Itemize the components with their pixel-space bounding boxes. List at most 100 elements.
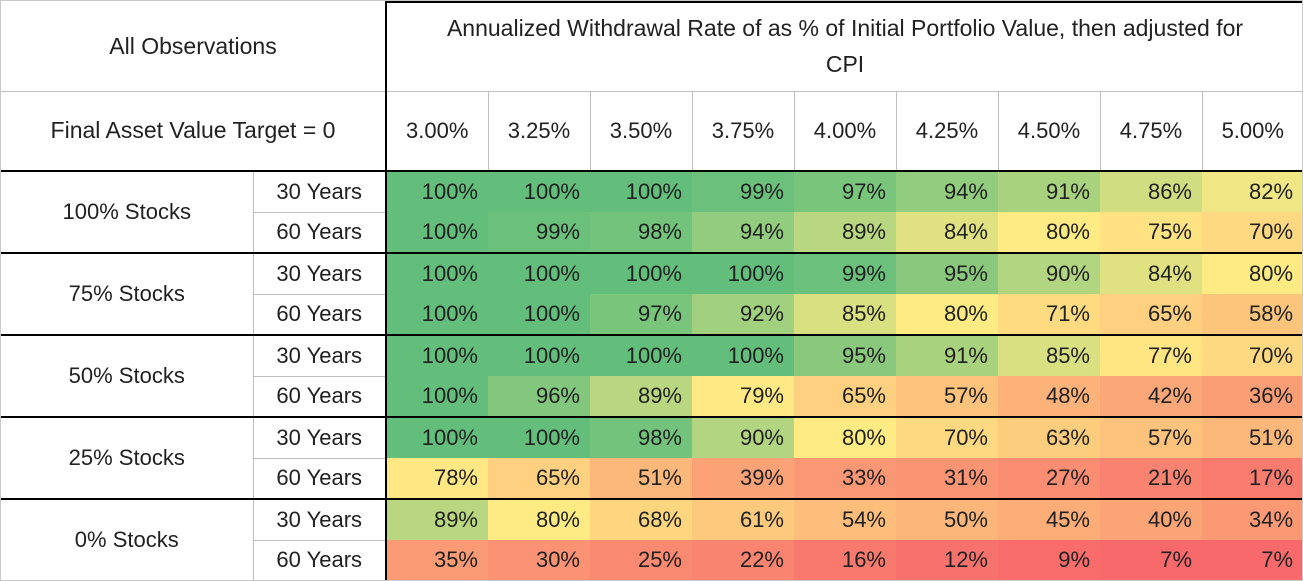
data-row: 60 Years 100% 100% 97% 92% 85% 80% 71% 65% 58% bbox=[1, 294, 1302, 336]
data-row: 100% Stocks 30 Years 100% 100% 100% 99% 97% 94%… bbox=[1, 171, 1302, 254]
heatmap-cell: 65% bbox=[1100, 294, 1202, 336]
horizon-label: 30 Years bbox=[253, 417, 387, 459]
heatmap-cell: 34% bbox=[1202, 499, 1302, 540]
heatmap-cell: 100% bbox=[386, 253, 488, 294]
heatmap-cell: 65% bbox=[794, 376, 896, 418]
table-body: 100% Stocks 30 Years 100% 100% 100% 99% 97% 94%… bbox=[1, 171, 1302, 580]
heatmap-cell: 39% bbox=[692, 458, 794, 500]
data-row: 25% Stocks 30 Years 100% 100% 98% 90% 80% 70% 63… bbox=[1, 417, 1302, 500]
heatmap-cell: 75% bbox=[1100, 212, 1202, 254]
heatmap-cell: 84% bbox=[896, 212, 998, 254]
data-row: 60 Years 100% 99% 98% 94% 89% 84% 80% 75% 70% bbox=[1, 212, 1302, 254]
heatmap-cell: 36% bbox=[1202, 376, 1302, 418]
heatmap-cell: 51% bbox=[1202, 417, 1302, 458]
group-label: 100% Stocks bbox=[1, 171, 254, 254]
heatmap-cell: 70% bbox=[896, 417, 998, 458]
heatmap-cell: 98% bbox=[590, 212, 692, 254]
rate-header: 3.75% bbox=[692, 91, 795, 172]
heatmap-cell: 97% bbox=[590, 294, 692, 336]
horizon-label: 60 Years bbox=[253, 294, 387, 336]
table-title: Annualized Withdrawal Rate of as % of In… bbox=[446, 15, 1244, 77]
heatmap-cell: 80% bbox=[794, 417, 896, 458]
horizon-label: 60 Years bbox=[253, 376, 387, 418]
heatmap-cell: 100% bbox=[488, 335, 590, 376]
heatmap-cell: 100% bbox=[386, 417, 488, 458]
group-label: 25% Stocks bbox=[1, 417, 254, 500]
heatmap-cell: 100% bbox=[692, 253, 794, 294]
heatmap-cell: 80% bbox=[896, 294, 998, 336]
heatmap-cell: 97% bbox=[794, 171, 896, 212]
title-row: All Observations Annualized Withdrawal R… bbox=[1, 1, 1302, 92]
heatmap-cell: 80% bbox=[1202, 253, 1302, 294]
group-label: 75% Stocks bbox=[1, 253, 254, 336]
heatmap-cell: 85% bbox=[794, 294, 896, 336]
heatmap-cell: 100% bbox=[386, 171, 488, 212]
heatmap-cell: 77% bbox=[1100, 335, 1202, 376]
heatmap-cell: 84% bbox=[1100, 253, 1202, 294]
heatmap-cell: 45% bbox=[998, 499, 1100, 540]
heatmap-cell: 35% bbox=[386, 540, 488, 580]
data-row: 50% Stocks 30 Years 100% 100% 100% 100% 95% 91%… bbox=[1, 335, 1302, 418]
heatmap-cell: 100% bbox=[386, 376, 488, 418]
heatmap-cell: 92% bbox=[692, 294, 794, 336]
heatmap-cell: 27% bbox=[998, 458, 1100, 500]
heatmap-cell: 100% bbox=[488, 253, 590, 294]
heatmap-cell: 99% bbox=[488, 212, 590, 254]
heatmap-cell: 78% bbox=[386, 458, 488, 500]
heatmap-cell: 68% bbox=[590, 499, 692, 540]
corner-title: All Observations bbox=[1, 2, 387, 92]
table-header: All Observations Annualized Withdrawal R… bbox=[1, 1, 1302, 172]
horizon-label: 60 Years bbox=[253, 540, 387, 580]
heatmap-cell: 99% bbox=[794, 253, 896, 294]
heatmap-cell: 100% bbox=[590, 171, 692, 212]
heatmap-cell: 100% bbox=[488, 171, 590, 212]
horizon-label: 60 Years bbox=[253, 212, 387, 254]
heatmap-cell: 22% bbox=[692, 540, 794, 580]
group-label: 50% Stocks bbox=[1, 335, 254, 418]
heatmap-cell: 90% bbox=[692, 417, 794, 458]
heatmap-cell: 42% bbox=[1100, 376, 1202, 418]
horizon-label: 30 Years bbox=[253, 253, 387, 295]
rate-header: 4.25% bbox=[896, 91, 999, 172]
heatmap-cell: 94% bbox=[692, 212, 794, 254]
horizon-label: 30 Years bbox=[253, 499, 387, 541]
rate-header: 4.00% bbox=[794, 91, 897, 172]
heatmap-cell: 100% bbox=[386, 294, 488, 336]
heatmap-cell: 98% bbox=[590, 417, 692, 458]
heatmap-cell: 48% bbox=[998, 376, 1100, 418]
heatmap-cell: 70% bbox=[1202, 212, 1302, 254]
heatmap-cell: 33% bbox=[794, 458, 896, 500]
heatmap-cell: 40% bbox=[1100, 499, 1202, 540]
heatmap-cell: 71% bbox=[998, 294, 1100, 336]
heatmap-cell: 95% bbox=[794, 335, 896, 376]
heatmap-cell: 54% bbox=[794, 499, 896, 540]
rate-header: 3.25% bbox=[488, 91, 591, 172]
heatmap-cell: 30% bbox=[488, 540, 590, 580]
heatmap-cell: 58% bbox=[1202, 294, 1302, 336]
heatmap-cell: 50% bbox=[896, 499, 998, 540]
horizon-label: 60 Years bbox=[253, 458, 387, 500]
heatmap-cell: 89% bbox=[386, 499, 488, 540]
horizon-label: 30 Years bbox=[253, 171, 387, 213]
heatmap-cell: 31% bbox=[896, 458, 998, 500]
heatmap-cell: 95% bbox=[896, 253, 998, 294]
heatmap-cell: 82% bbox=[1202, 171, 1302, 212]
heatmap-cell: 65% bbox=[488, 458, 590, 500]
heatmap-cell: 51% bbox=[590, 458, 692, 500]
heatmap-cell: 99% bbox=[692, 171, 794, 212]
heatmap-cell: 25% bbox=[590, 540, 692, 580]
heatmap-cell: 100% bbox=[386, 335, 488, 376]
heatmap-cell: 100% bbox=[590, 335, 692, 376]
heatmap-cell: 7% bbox=[1100, 540, 1202, 580]
heatmap-cell: 100% bbox=[488, 294, 590, 336]
rate-header: 3.50% bbox=[590, 91, 693, 172]
heatmap-cell: 12% bbox=[896, 540, 998, 580]
rate-header: 3.00% bbox=[386, 91, 489, 172]
data-row: 60 Years 100% 96% 89% 79% 65% 57% 48% 42% 36% bbox=[1, 376, 1302, 418]
heatmap-cell: 86% bbox=[1100, 171, 1202, 212]
heatmap-cell: 100% bbox=[386, 212, 488, 254]
heatmap-cell: 16% bbox=[794, 540, 896, 580]
heatmap-cell: 96% bbox=[488, 376, 590, 418]
